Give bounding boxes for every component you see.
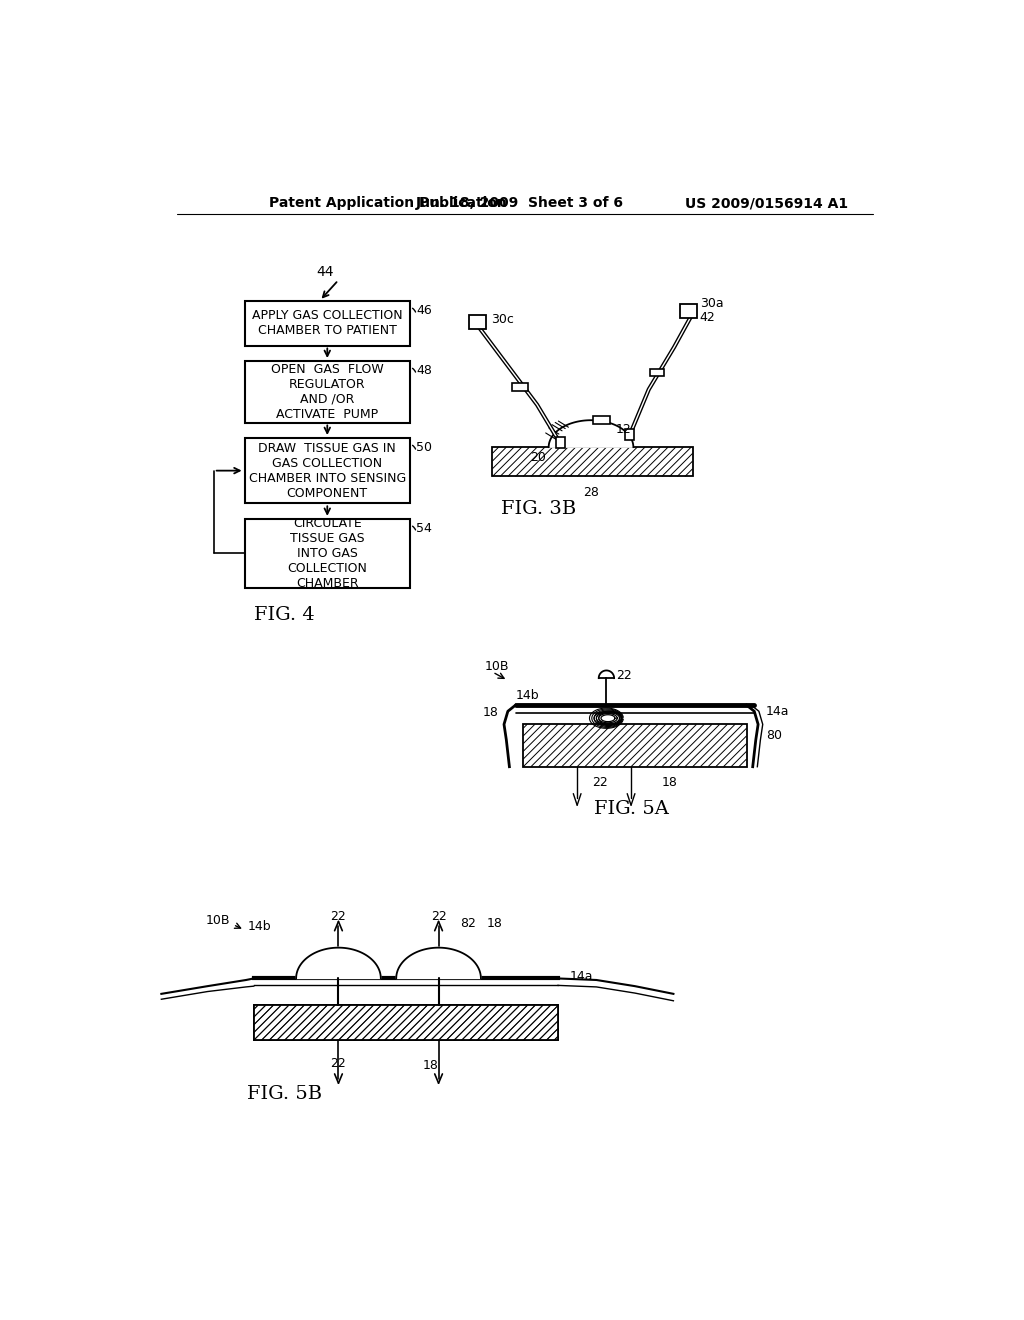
Text: 48: 48 xyxy=(416,363,432,376)
Bar xyxy=(245,301,410,346)
Text: FIG. 5A: FIG. 5A xyxy=(594,800,669,818)
Bar xyxy=(254,1006,558,1040)
Text: 12: 12 xyxy=(615,422,632,436)
Text: 44: 44 xyxy=(315,265,334,280)
Text: 30c: 30c xyxy=(490,313,514,326)
Bar xyxy=(245,438,410,503)
Text: 30a: 30a xyxy=(699,297,723,310)
Text: 80: 80 xyxy=(766,730,781,742)
Polygon shape xyxy=(599,671,614,678)
Bar xyxy=(469,315,486,330)
Polygon shape xyxy=(296,948,381,978)
Bar xyxy=(556,437,565,447)
Text: DRAW  TISSUE GAS IN
GAS COLLECTION
CHAMBER INTO SENSING
COMPONENT: DRAW TISSUE GAS IN GAS COLLECTION CHAMBE… xyxy=(249,442,406,500)
Text: 20: 20 xyxy=(530,450,547,463)
Text: 54: 54 xyxy=(416,521,432,535)
Text: 46: 46 xyxy=(416,304,432,317)
Bar xyxy=(680,304,696,318)
Bar xyxy=(493,447,692,477)
Text: 22: 22 xyxy=(331,911,346,924)
Text: 22: 22 xyxy=(331,1056,346,1069)
Polygon shape xyxy=(396,948,481,978)
Bar xyxy=(593,416,609,424)
Text: FIG. 4: FIG. 4 xyxy=(254,606,315,624)
Text: US 2009/0156914 A1: US 2009/0156914 A1 xyxy=(685,197,848,210)
Text: APPLY GAS COLLECTION
CHAMBER TO PATIENT: APPLY GAS COLLECTION CHAMBER TO PATIENT xyxy=(252,309,402,337)
Text: 18: 18 xyxy=(482,706,499,719)
Text: 14b: 14b xyxy=(248,920,271,933)
Bar xyxy=(523,725,746,767)
Text: 18: 18 xyxy=(662,776,678,788)
Text: 10B: 10B xyxy=(484,660,509,673)
Text: 18: 18 xyxy=(486,916,502,929)
Text: 22: 22 xyxy=(431,911,446,924)
Text: 82: 82 xyxy=(460,916,476,929)
Text: 18: 18 xyxy=(423,1059,439,1072)
Bar xyxy=(650,368,665,376)
Text: 42: 42 xyxy=(699,312,716,325)
Bar xyxy=(245,360,410,422)
Text: 28: 28 xyxy=(583,486,599,499)
Text: 22: 22 xyxy=(593,776,608,788)
Bar xyxy=(512,383,528,391)
Text: 14a: 14a xyxy=(569,970,593,983)
Polygon shape xyxy=(549,420,634,447)
Text: CIRCULATE
TISSUE GAS
INTO GAS
COLLECTION
CHAMBER: CIRCULATE TISSUE GAS INTO GAS COLLECTION… xyxy=(288,517,368,590)
Text: 14a: 14a xyxy=(766,705,790,718)
Bar xyxy=(625,429,634,441)
Text: Jun. 18, 2009  Sheet 3 of 6: Jun. 18, 2009 Sheet 3 of 6 xyxy=(416,197,624,210)
Text: 22: 22 xyxy=(615,669,632,682)
Bar xyxy=(245,519,410,589)
Text: OPEN  GAS  FLOW
REGULATOR
AND /OR
ACTIVATE  PUMP: OPEN GAS FLOW REGULATOR AND /OR ACTIVATE… xyxy=(271,363,384,421)
Text: Patent Application Publication: Patent Application Publication xyxy=(269,197,507,210)
Text: 14b: 14b xyxy=(515,689,540,702)
Text: FIG. 3B: FIG. 3B xyxy=(501,500,577,517)
Text: 10B: 10B xyxy=(206,915,230,927)
Text: 50: 50 xyxy=(416,441,432,454)
Text: FIG. 5B: FIG. 5B xyxy=(247,1085,323,1104)
Bar xyxy=(254,1006,558,1040)
